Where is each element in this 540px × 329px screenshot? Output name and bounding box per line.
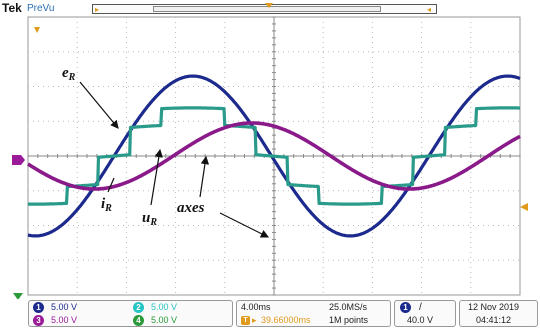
ground-marker-ch1[interactable] <box>12 155 25 165</box>
ch3-badge[interactable]: 3 <box>33 315 44 326</box>
trigger-source-badge[interactable]: 1 <box>400 302 411 313</box>
arrow-eR <box>79 81 119 129</box>
ground-marker-ch4[interactable] <box>13 293 23 300</box>
acquisition-mode: PreVu <box>27 3 55 14</box>
ch4-badge[interactable]: 4 <box>133 315 144 326</box>
status-bar: 1 5.00 V 2 5.00 V 3 5.00 V 4 5.00 V 4.00… <box>0 299 540 329</box>
ch1-scale[interactable]: 5.00 V <box>51 302 78 312</box>
date: 12 Nov 2019 <box>468 302 520 312</box>
trigger-slope-icon[interactable]: / <box>419 302 422 313</box>
label-axes: axes <box>177 200 205 216</box>
record-right-bracket: ◂ <box>427 5 432 14</box>
trigger-offset-arrow: ▸ <box>252 315 257 325</box>
trigger-level[interactable]: 40.0 V <box>407 315 434 325</box>
trigger-offset-icon: T <box>241 316 250 325</box>
ch2-scale[interactable]: 5.00 V <box>151 302 178 312</box>
horizontal-scale[interactable]: 4.00ms <box>241 302 271 312</box>
arrow-axes-up <box>199 155 210 198</box>
trace-eR <box>27 74 521 238</box>
record-view-bar[interactable]: ▸ ◂ <box>92 3 437 14</box>
edge-markers <box>12 27 528 300</box>
trace-uR <box>27 106 521 206</box>
label-uR: uR <box>142 210 157 228</box>
trigger-panel[interactable]: 1 / 40.0 V <box>394 300 456 327</box>
channel-scales-panel[interactable]: 1 5.00 V 2 5.00 V 3 5.00 V 4 5.00 V <box>28 300 233 327</box>
trigger-level-marker[interactable] <box>520 203 528 211</box>
label-eR: eR <box>62 65 76 83</box>
record-left-bracket: ▸ <box>95 5 100 14</box>
trigger-position-icon <box>265 3 273 8</box>
tek-logo: Tek <box>2 1 22 15</box>
horizontal-offset[interactable]: 39.66000ms <box>261 315 311 325</box>
annotations: eR uR iR axes <box>62 65 270 238</box>
label-iR: iR <box>101 196 112 214</box>
time: 04:41:12 <box>476 315 512 325</box>
ch3-scale[interactable]: 5.00 V <box>51 315 78 325</box>
arrow-axes-right <box>219 212 270 238</box>
arrow-uR <box>150 148 163 206</box>
timebase-panel[interactable]: 4.00ms T ▸ 39.66000ms 25.0MS/s 1M points <box>236 300 391 327</box>
record-length: 1M points <box>329 315 369 325</box>
datetime-panel: 12 Nov 2019 04:41:12 <box>459 300 538 327</box>
sample-rate: 25.0MS/s <box>329 302 368 312</box>
ch1-badge[interactable]: 1 <box>33 302 44 313</box>
ch4-scale[interactable]: 5.00 V <box>151 315 178 325</box>
ch2-badge[interactable]: 2 <box>133 302 144 313</box>
trigger-time-marker[interactable] <box>34 27 40 33</box>
arrow-iR <box>107 177 115 193</box>
